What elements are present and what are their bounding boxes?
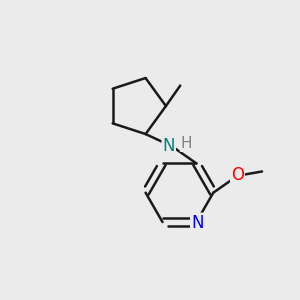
Text: H: H [181,136,192,151]
Text: N: N [163,137,175,155]
Text: O: O [231,166,244,184]
Text: N: N [191,214,203,232]
